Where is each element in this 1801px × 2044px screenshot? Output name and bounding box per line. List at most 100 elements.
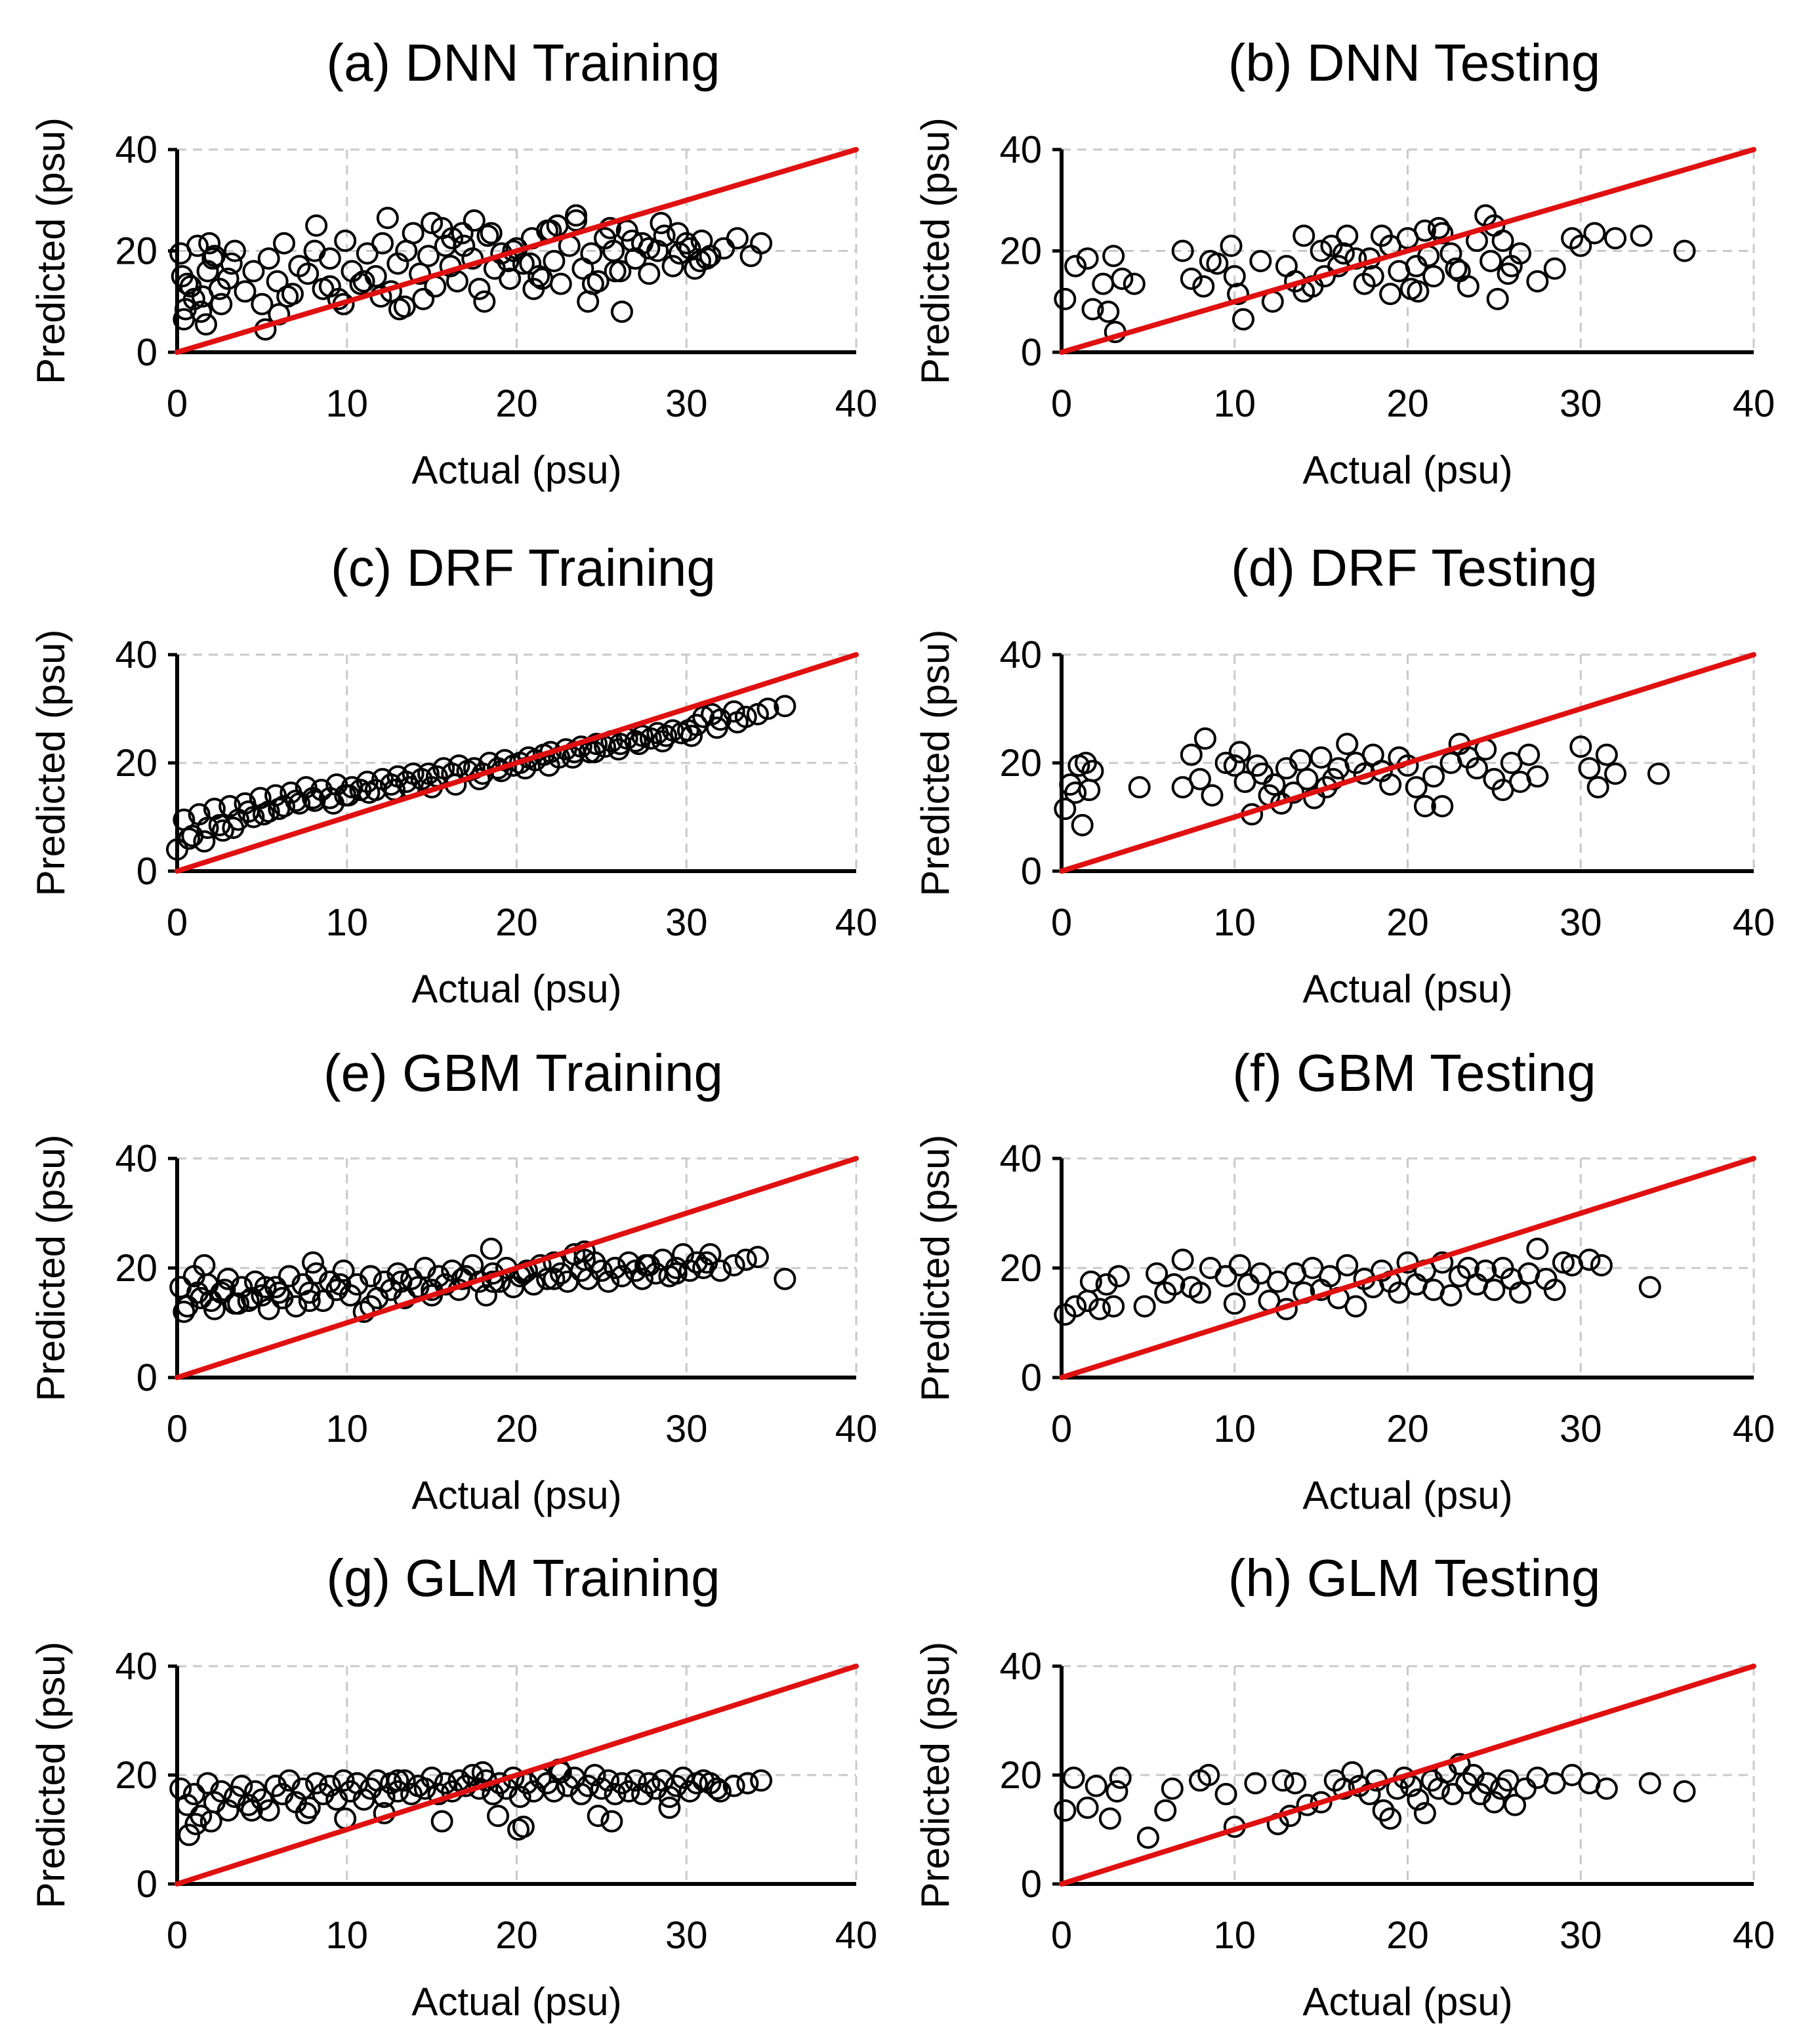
chart-f-data-point	[1439, 1284, 1462, 1307]
chart-h-data-point	[1595, 1777, 1618, 1800]
chart-f-data-point	[1526, 1237, 1549, 1260]
chart-d-data-point	[1526, 765, 1549, 788]
chart-c-x-tick-label: 0	[167, 901, 188, 944]
chart-d-data-point	[1296, 767, 1319, 790]
chart-h-y-tick-label: 20	[999, 1754, 1042, 1797]
chart-a-data-point	[190, 300, 213, 323]
chart-g-data-point	[705, 1777, 728, 1800]
chart-d-data-point	[1214, 752, 1237, 774]
chart-b-x-axis-label: Actual (psu)	[1302, 448, 1512, 492]
chart-a-data-point	[581, 272, 604, 295]
chart-g-title: (g) GLM Training	[326, 1549, 720, 1607]
chart-a-data-point	[352, 270, 375, 293]
chart-g-data-point	[736, 1772, 759, 1795]
chart-a-y-tick-label: 20	[115, 230, 157, 273]
chart-g-data-point	[617, 1780, 640, 1803]
chart-b-data-point	[1457, 275, 1480, 298]
chart-a-data-point	[739, 245, 762, 268]
chart-d-x-tick-label: 0	[1051, 901, 1072, 944]
chart-a-data-point	[695, 247, 718, 270]
chart-a-data-point	[463, 209, 486, 232]
chart-g-x-tick-label: 20	[495, 1914, 538, 1957]
chart-f-data-point	[1088, 1298, 1111, 1320]
chart-c-series-points	[166, 695, 797, 861]
chart-b-data-point	[1427, 216, 1450, 239]
chart-h-data-point	[1106, 1780, 1128, 1803]
chart-e-x-tick-label: 0	[167, 1408, 188, 1450]
chart-g-data-point	[176, 1793, 199, 1816]
chart-h-data-point	[1098, 1807, 1121, 1830]
chart-f-data-point	[1318, 1265, 1341, 1288]
chart-d-data-point	[1647, 762, 1670, 785]
chart-g-data-point	[178, 1824, 201, 1847]
chart-h-data-point	[1085, 1774, 1108, 1797]
chart-f-data-point	[1228, 1254, 1251, 1277]
chart-c-data-point	[208, 813, 231, 836]
chart-f-data-point	[1578, 1248, 1601, 1271]
chart-h-data-point	[1413, 1802, 1436, 1825]
chart-f-data-point	[1079, 1270, 1102, 1293]
chart-c-data-point	[705, 716, 728, 739]
chart-g-data-point	[386, 1769, 409, 1792]
chart-g-data-point	[750, 1769, 773, 1792]
chart-d-data-point	[1322, 767, 1345, 790]
chart-a-data-point	[653, 224, 676, 247]
chart-a-data-point	[441, 227, 464, 250]
chart-g-x-tick-label: 10	[325, 1914, 368, 1957]
chart-b-data-point	[1180, 267, 1203, 290]
chart-g-data-point	[600, 1810, 623, 1833]
chart-g-data-point	[230, 1774, 253, 1797]
chart-g-data-point	[332, 1769, 355, 1792]
chart-a-data-point	[251, 293, 274, 316]
chart-g-data-point	[427, 1783, 450, 1806]
chart-f-data-point	[1163, 1273, 1186, 1296]
chart-e-data-point	[597, 1270, 620, 1293]
chart-c-data-point	[358, 781, 381, 804]
chart-g-data-point	[240, 1799, 263, 1822]
chart-g-data-point	[658, 1796, 681, 1819]
chart-f-series-points	[1054, 1237, 1661, 1326]
chart-a-y-axis-label: Predicted (psu)	[29, 117, 73, 384]
chart-b-data-point	[1054, 287, 1077, 310]
chart-b-data-point	[1508, 242, 1531, 265]
chart-b-data-point	[1332, 242, 1355, 265]
chart-b-data-point	[1407, 280, 1430, 303]
chart-f-y-tick-label: 40	[999, 1137, 1042, 1180]
chart-b-data-point	[1097, 300, 1120, 323]
chart-d-data-point	[1071, 813, 1094, 836]
chart-e-data-point	[237, 1290, 260, 1313]
chart-c-x-tick-label: 20	[495, 901, 538, 944]
chart-d-data-point	[1282, 781, 1305, 804]
chart-b-series-points	[1054, 204, 1696, 344]
chart-b-data-point	[1480, 249, 1502, 272]
chart-e-data-point	[325, 1278, 348, 1301]
chart-g-data-point	[237, 1793, 260, 1816]
chart-a-data-point	[750, 232, 773, 255]
chart-b-data-point	[1102, 245, 1125, 268]
chart-e-data-point	[604, 1257, 627, 1279]
chart-d-x-axis-label: Actual (psu)	[1302, 967, 1512, 1011]
chart-a-data-point	[297, 262, 320, 285]
chart-h-data-point	[1358, 1783, 1381, 1806]
chart-c-data-point	[211, 819, 234, 842]
chart-f-data-point	[1189, 1281, 1211, 1304]
chart-b-data-point	[1171, 239, 1194, 262]
chart-e-data-point	[734, 1248, 757, 1271]
chart-g-data-point	[295, 1802, 318, 1825]
chart-a-data-point	[412, 287, 435, 310]
chart-a-data-point	[604, 260, 627, 283]
chart-e-data-point	[240, 1286, 263, 1309]
chart-a-y-tick-label: 40	[115, 129, 157, 171]
chart-a-data-point	[201, 247, 224, 270]
chart-c-data-point	[774, 695, 797, 718]
chart-d-data-point	[1081, 760, 1104, 783]
chart-d-data-point	[1223, 754, 1246, 777]
chart-b-data-point	[1673, 239, 1696, 262]
chart-h-y-tick-label: 40	[999, 1645, 1042, 1688]
chart-e-data-point	[746, 1246, 769, 1269]
chart-g-data-point	[508, 1786, 531, 1809]
chart-c-data-point	[607, 738, 630, 761]
chart-f-x-tick-label: 40	[1733, 1408, 1775, 1450]
chart-b-data-point	[1320, 234, 1343, 257]
chart-g-y-axis-label: Predicted (psu)	[29, 1642, 73, 1909]
